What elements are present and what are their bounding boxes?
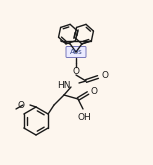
Text: HN: HN: [58, 82, 71, 90]
FancyBboxPatch shape: [66, 47, 86, 57]
Text: O: O: [91, 87, 98, 97]
Text: O: O: [73, 66, 80, 76]
Text: O: O: [18, 100, 25, 110]
Text: OH: OH: [77, 113, 91, 122]
Text: O: O: [102, 71, 109, 81]
Text: Abs: Abs: [70, 49, 82, 55]
